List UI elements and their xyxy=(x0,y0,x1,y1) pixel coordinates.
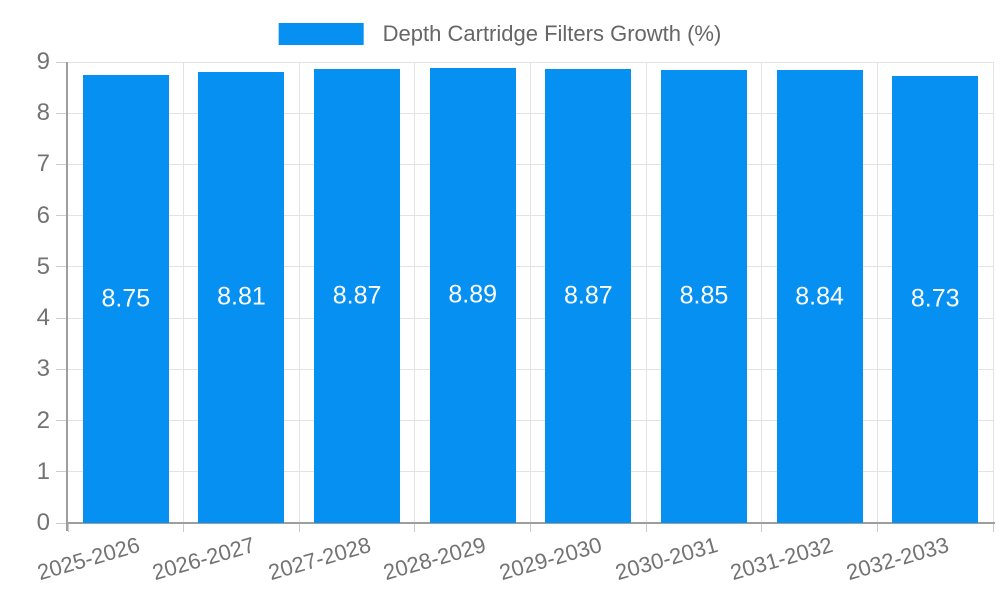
x-axis-label: 2030-2031 xyxy=(612,532,721,586)
grid-line-vertical xyxy=(645,62,647,523)
y-axis-label: 2 xyxy=(36,406,50,434)
x-axis-tick xyxy=(876,524,878,532)
bar: 8.84 xyxy=(776,70,863,523)
bar-value-label: 8.75 xyxy=(101,284,151,313)
x-axis-line xyxy=(66,522,995,524)
bar: 8.73 xyxy=(892,75,979,523)
bar-value-label: 8.87 xyxy=(563,281,613,310)
x-axis-tick xyxy=(67,524,69,532)
x-axis-tick xyxy=(414,524,416,532)
bar-value-label: 8.85 xyxy=(679,281,729,310)
legend-label: Depth Cartridge Filters Growth (%) xyxy=(382,21,722,46)
legend-item[interactable]: Depth Cartridge Filters Growth (%) xyxy=(278,21,722,47)
x-axis-label: 2026-2027 xyxy=(149,532,258,586)
x-axis-label: 2025-2026 xyxy=(34,532,143,586)
y-axis-label: 5 xyxy=(36,252,50,280)
y-axis-tick xyxy=(56,522,68,524)
y-axis-label: 9 xyxy=(36,48,50,75)
y-axis-tick xyxy=(56,215,68,217)
y-axis-tick xyxy=(56,471,68,473)
x-axis-tick xyxy=(298,524,300,532)
bar: 8.85 xyxy=(660,69,747,523)
y-axis-tick xyxy=(56,317,68,319)
y-axis-label: 3 xyxy=(36,355,50,383)
y-axis-label: 4 xyxy=(36,304,50,332)
bar: 8.75 xyxy=(82,74,169,523)
bar: 8.87 xyxy=(545,68,632,523)
grid-line-vertical xyxy=(414,62,416,523)
x-axis-tick xyxy=(761,524,763,532)
y-axis-tick xyxy=(56,368,68,370)
grid-line-vertical xyxy=(761,62,763,523)
y-axis-label: 6 xyxy=(36,201,50,229)
y-axis-label: 7 xyxy=(36,150,50,178)
x-axis-label: 2032-2033 xyxy=(843,532,952,586)
bar-value-label: 8.73 xyxy=(910,284,960,313)
bar: 8.87 xyxy=(314,68,401,523)
bar-value-label: 8.81 xyxy=(217,282,266,311)
y-axis-label: 1 xyxy=(36,457,50,485)
grid-line-vertical xyxy=(183,62,185,523)
x-axis-label: 2027-2028 xyxy=(265,532,374,586)
grid-line-vertical xyxy=(298,62,300,523)
bar: 8.89 xyxy=(429,67,516,523)
y-axis-tick xyxy=(56,420,68,422)
y-axis-tick xyxy=(56,112,68,114)
y-axis-tick xyxy=(56,266,68,268)
x-axis-label: 2031-2032 xyxy=(727,532,836,586)
x-axis-tick xyxy=(530,524,531,532)
bar-value-label: 8.87 xyxy=(332,281,382,310)
y-axis-tick xyxy=(56,163,68,165)
grid-line-vertical xyxy=(876,62,878,523)
x-axis-tick xyxy=(183,524,185,532)
bar-value-label: 8.89 xyxy=(448,280,498,309)
y-axis-tick xyxy=(56,61,68,63)
grid-line-vertical xyxy=(992,62,994,523)
legend-color-swatch-icon xyxy=(278,23,364,45)
bar-value-label: 8.84 xyxy=(795,282,844,311)
x-axis-tick xyxy=(645,524,647,532)
x-axis-tick xyxy=(992,524,994,532)
y-axis-line xyxy=(66,62,68,531)
bar: 8.81 xyxy=(198,71,285,523)
y-axis-label: 8 xyxy=(36,99,50,127)
x-axis-label: 2028-2029 xyxy=(380,532,490,586)
x-axis-label: 2029-2030 xyxy=(496,532,605,586)
grid-line-vertical xyxy=(530,62,531,523)
y-axis-label: 0 xyxy=(36,509,50,536)
